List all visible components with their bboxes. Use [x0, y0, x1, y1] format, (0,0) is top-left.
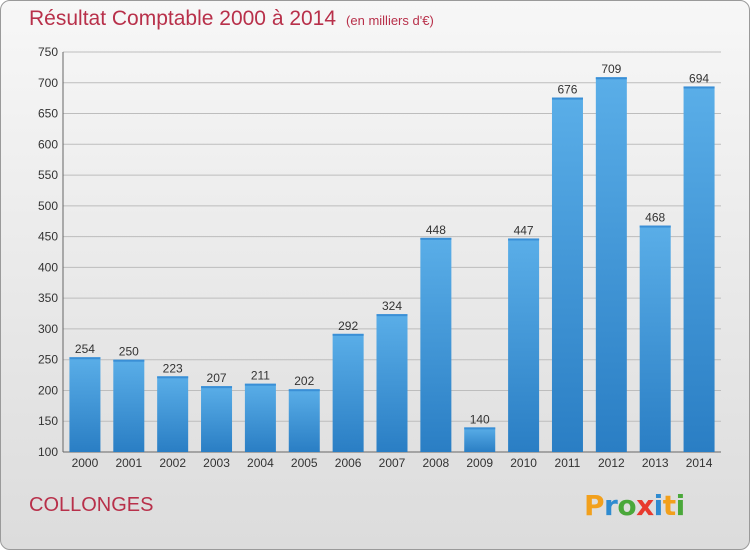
bar-top-2011	[551, 97, 583, 100]
x-tick-label: 2000	[72, 456, 99, 470]
bar-2008	[420, 237, 452, 452]
proxiti-logo: Proxiti	[584, 489, 685, 522]
logo-letter: x	[636, 489, 654, 522]
data-label: 676	[557, 83, 577, 97]
bar-top-2006	[332, 333, 364, 336]
bar-2001	[113, 359, 145, 452]
bar-top-2000	[69, 357, 101, 360]
data-label: 292	[338, 319, 358, 333]
bar-top-2009	[464, 427, 496, 430]
data-label: 254	[75, 342, 95, 356]
bar-2014	[683, 86, 715, 452]
data-label: 223	[163, 361, 183, 375]
bar-top-2012	[595, 77, 627, 80]
chart-title-text: Résultat Comptable 2000 à 2014	[29, 7, 337, 30]
x-tick-label: 2007	[379, 456, 406, 470]
y-tick-label: 550	[38, 168, 58, 182]
bar-2011	[551, 97, 583, 453]
data-label: 211	[251, 369, 270, 383]
bar-top-2002	[157, 376, 189, 379]
x-tick-label: 2009	[466, 456, 493, 470]
bar-2000	[69, 357, 101, 452]
bar-2007	[376, 314, 408, 452]
bar-2002	[157, 376, 189, 452]
x-tick-label: 2012	[598, 456, 625, 470]
bar-2012	[595, 77, 627, 452]
y-tick-label: 650	[38, 107, 58, 121]
y-tick-label: 700	[38, 76, 58, 90]
y-tick-label: 600	[38, 137, 58, 151]
logo-letter: i	[653, 489, 664, 522]
bar-top-2007	[376, 314, 408, 317]
y-tick-label: 100	[38, 445, 58, 459]
data-label: 694	[689, 71, 709, 85]
x-tick-label: 2008	[423, 456, 450, 470]
bar-top-2004	[244, 383, 276, 386]
chart-title: Résultat Comptable 2000 à 2014 (en millie…	[29, 7, 434, 31]
bar-2005	[288, 389, 320, 452]
bar-top-2005	[288, 389, 320, 392]
bar-2003	[201, 386, 233, 452]
x-tick-label: 2006	[335, 456, 362, 470]
place-name: COLLONGES	[29, 494, 154, 516]
data-label: 250	[119, 345, 139, 359]
bar-2010	[508, 238, 540, 452]
bar-2004	[244, 383, 276, 452]
logo-letter: t	[662, 489, 676, 522]
logo-letter: o	[617, 489, 637, 522]
bar-2009	[464, 427, 496, 452]
y-tick-label: 400	[38, 260, 58, 274]
y-tick-label: 200	[38, 383, 58, 397]
data-labels: 254 250 223 207 211 202 292 324 448 140 447 676 709 4…	[75, 62, 709, 426]
x-tick-label: 2002	[159, 456, 186, 470]
x-tick-label: 2011	[555, 456, 581, 470]
bar-top-2013	[639, 225, 671, 228]
logo-letter: i	[675, 489, 686, 522]
logo-letter: r	[604, 489, 618, 522]
x-tick-label: 2014	[686, 456, 713, 470]
x-tick-label: 2003	[203, 456, 230, 470]
bar-2013	[639, 225, 671, 452]
bar-top-2014	[683, 86, 715, 89]
x-tick-label: 2010	[510, 456, 537, 470]
data-label: 207	[207, 371, 227, 385]
data-label: 468	[645, 211, 665, 225]
data-label: 202	[294, 374, 314, 388]
data-label: 447	[514, 223, 534, 237]
y-tick-label: 450	[38, 230, 58, 244]
y-tick-label: 350	[38, 291, 58, 305]
bar-top-2003	[201, 386, 233, 389]
bar-top-2001	[113, 359, 145, 362]
bar-2006	[332, 333, 364, 452]
bar-top-2008	[420, 237, 452, 240]
y-tick-label: 250	[38, 353, 58, 367]
y-tick-label: 300	[38, 322, 58, 336]
x-tick-label: 2005	[291, 456, 318, 470]
y-tick-label: 500	[38, 199, 58, 213]
data-label: 140	[470, 412, 490, 426]
logo-letter: P	[584, 489, 605, 522]
x-tick-label: 2001	[115, 456, 142, 470]
bar-top-2010	[508, 238, 540, 241]
x-tick-labels: 2000 2001 2002 2003 2004 2005 2006 2007 2008 2009…	[72, 456, 713, 470]
bars	[69, 77, 715, 453]
y-tick-label: 150	[38, 414, 58, 428]
x-tick-label: 2004	[247, 456, 274, 470]
y-tick-label: 750	[38, 45, 58, 59]
data-label: 709	[601, 62, 621, 76]
data-label: 448	[426, 223, 446, 237]
chart-unit: (en milliers d'€)	[346, 13, 434, 28]
x-tick-label: 2013	[642, 456, 669, 470]
data-label: 324	[382, 299, 402, 313]
y-tick-labels: 100 150 200 250 300 350 400 450 500 550 600 650 700 7…	[38, 45, 58, 459]
